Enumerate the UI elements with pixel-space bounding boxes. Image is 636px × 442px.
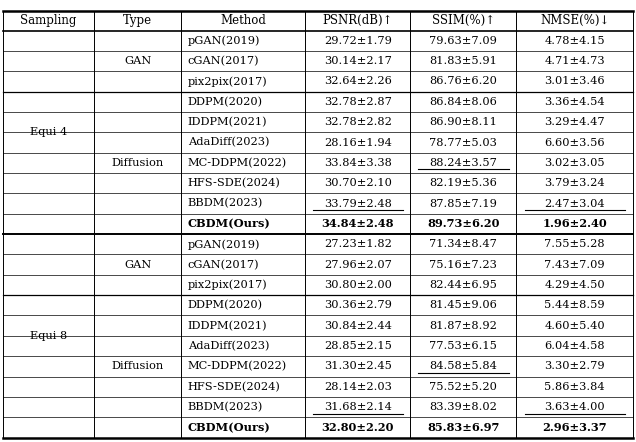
Text: 5.86±3.84: 5.86±3.84	[544, 382, 605, 392]
Text: DDPM(2020): DDPM(2020)	[188, 97, 263, 107]
Text: 7.43±7.09: 7.43±7.09	[544, 259, 605, 270]
Text: 85.83±6.97: 85.83±6.97	[427, 422, 499, 433]
Text: 29.72±1.79: 29.72±1.79	[324, 36, 392, 46]
Text: 71.34±8.47: 71.34±8.47	[429, 239, 497, 249]
Text: 3.30±2.79: 3.30±2.79	[544, 362, 605, 371]
Text: GAN: GAN	[124, 56, 151, 66]
Text: AdaDiff(2023): AdaDiff(2023)	[188, 137, 269, 148]
Text: 87.85±7.19: 87.85±7.19	[429, 198, 497, 209]
Text: 32.64±2.26: 32.64±2.26	[324, 76, 392, 87]
Text: IDDPM(2021): IDDPM(2021)	[188, 320, 267, 331]
Text: 34.84±2.48: 34.84±2.48	[322, 218, 394, 229]
Text: 7.55±5.28: 7.55±5.28	[544, 239, 605, 249]
Text: 1.96±2.40: 1.96±2.40	[543, 218, 607, 229]
Text: 3.63±4.00: 3.63±4.00	[544, 402, 605, 412]
Text: 82.44±6.95: 82.44±6.95	[429, 280, 497, 290]
Text: 82.19±5.36: 82.19±5.36	[429, 178, 497, 188]
Text: 30.80±2.00: 30.80±2.00	[324, 280, 392, 290]
Text: BBDM(2023): BBDM(2023)	[188, 402, 263, 412]
Text: 3.01±3.46: 3.01±3.46	[544, 76, 605, 87]
Text: 4.78±4.15: 4.78±4.15	[544, 36, 605, 46]
Text: 81.45±9.06: 81.45±9.06	[429, 300, 497, 310]
Text: CBDM(Ours): CBDM(Ours)	[188, 422, 270, 433]
Text: MC-DDPM(2022): MC-DDPM(2022)	[188, 158, 287, 168]
Text: AdaDiff(2023): AdaDiff(2023)	[188, 341, 269, 351]
Text: 5.44±8.59: 5.44±8.59	[544, 300, 605, 310]
Text: HFS-SDE(2024): HFS-SDE(2024)	[188, 381, 280, 392]
Text: BBDM(2023): BBDM(2023)	[188, 198, 263, 209]
Text: 6.60±3.56: 6.60±3.56	[544, 137, 605, 148]
Text: 86.76±6.20: 86.76±6.20	[429, 76, 497, 87]
Text: cGAN(2017): cGAN(2017)	[188, 259, 259, 270]
Text: 28.85±2.15: 28.85±2.15	[324, 341, 392, 351]
Text: 32.80±2.20: 32.80±2.20	[322, 422, 394, 433]
Text: NMSE(%)↓: NMSE(%)↓	[540, 14, 609, 27]
Text: 33.79±2.48: 33.79±2.48	[324, 198, 392, 209]
Text: SSIM(%)↑: SSIM(%)↑	[432, 14, 495, 27]
Text: 28.16±1.94: 28.16±1.94	[324, 137, 392, 148]
Text: Sampling: Sampling	[20, 14, 77, 27]
Text: pix2pix(2017): pix2pix(2017)	[188, 280, 267, 290]
Text: 3.79±3.24: 3.79±3.24	[544, 178, 605, 188]
Text: 2.47±3.04: 2.47±3.04	[544, 198, 605, 209]
Text: 75.16±7.23: 75.16±7.23	[429, 259, 497, 270]
Text: 77.53±6.15: 77.53±6.15	[429, 341, 497, 351]
Text: cGAN(2017): cGAN(2017)	[188, 56, 259, 66]
Text: 84.58±5.84: 84.58±5.84	[429, 362, 497, 371]
Text: IDDPM(2021): IDDPM(2021)	[188, 117, 267, 127]
Text: 31.68±2.14: 31.68±2.14	[324, 402, 392, 412]
Text: 27.23±1.82: 27.23±1.82	[324, 239, 392, 249]
Text: 86.90±8.11: 86.90±8.11	[429, 117, 497, 127]
Text: 4.29±4.50: 4.29±4.50	[544, 280, 605, 290]
Text: 3.02±3.05: 3.02±3.05	[544, 158, 605, 168]
Text: PSNR(dB)↑: PSNR(dB)↑	[322, 14, 393, 27]
Text: pix2pix(2017): pix2pix(2017)	[188, 76, 267, 87]
Text: pGAN(2019): pGAN(2019)	[188, 35, 260, 46]
Text: 33.84±3.38: 33.84±3.38	[324, 158, 392, 168]
Text: 89.73±6.20: 89.73±6.20	[427, 218, 499, 229]
Text: 4.60±5.40: 4.60±5.40	[544, 320, 605, 331]
Text: DDPM(2020): DDPM(2020)	[188, 300, 263, 310]
Text: pGAN(2019): pGAN(2019)	[188, 239, 260, 250]
Text: CBDM(Ours): CBDM(Ours)	[188, 218, 270, 229]
Text: 3.36±4.54: 3.36±4.54	[544, 97, 605, 107]
Text: 31.30±2.45: 31.30±2.45	[324, 362, 392, 371]
Text: 75.52±5.20: 75.52±5.20	[429, 382, 497, 392]
Text: 32.78±2.82: 32.78±2.82	[324, 117, 392, 127]
Text: 88.24±3.57: 88.24±3.57	[429, 158, 497, 168]
Text: 81.83±5.91: 81.83±5.91	[429, 56, 497, 66]
Text: 30.84±2.44: 30.84±2.44	[324, 320, 392, 331]
Text: Type: Type	[123, 14, 152, 27]
Text: 27.96±2.07: 27.96±2.07	[324, 259, 392, 270]
Text: 79.63±7.09: 79.63±7.09	[429, 36, 497, 46]
Text: Diffusion: Diffusion	[111, 158, 164, 168]
Text: 30.14±2.17: 30.14±2.17	[324, 56, 392, 66]
Text: 2.96±3.37: 2.96±3.37	[543, 422, 607, 433]
Text: GAN: GAN	[124, 259, 151, 270]
Text: Diffusion: Diffusion	[111, 362, 164, 371]
Text: 3.29±4.47: 3.29±4.47	[544, 117, 605, 127]
Text: 28.14±2.03: 28.14±2.03	[324, 382, 392, 392]
Text: 81.87±8.92: 81.87±8.92	[429, 320, 497, 331]
Text: Method: Method	[220, 14, 266, 27]
Text: Equi 8: Equi 8	[30, 331, 67, 341]
Text: 30.70±2.10: 30.70±2.10	[324, 178, 392, 188]
Text: 4.71±4.73: 4.71±4.73	[544, 56, 605, 66]
Text: 78.77±5.03: 78.77±5.03	[429, 137, 497, 148]
Text: 32.78±2.87: 32.78±2.87	[324, 97, 392, 107]
Text: 86.84±8.06: 86.84±8.06	[429, 97, 497, 107]
Text: 83.39±8.02: 83.39±8.02	[429, 402, 497, 412]
Text: MC-DDPM(2022): MC-DDPM(2022)	[188, 361, 287, 372]
Text: 6.04±4.58: 6.04±4.58	[544, 341, 605, 351]
Text: HFS-SDE(2024): HFS-SDE(2024)	[188, 178, 280, 188]
Text: 30.36±2.79: 30.36±2.79	[324, 300, 392, 310]
Text: Equi 4: Equi 4	[30, 127, 67, 137]
